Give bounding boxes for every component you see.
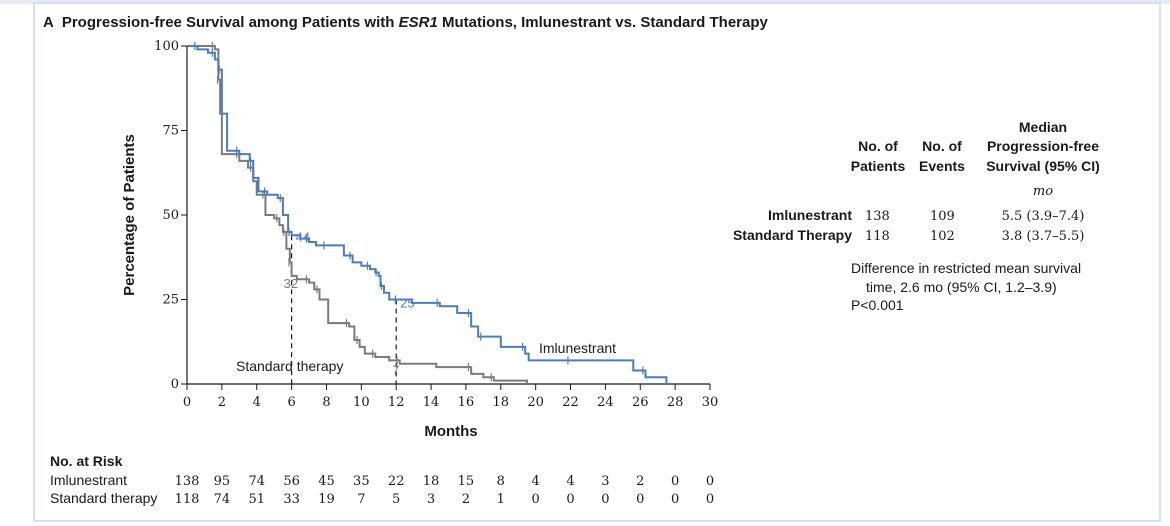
note-line-1: Difference in restricted mean survival bbox=[851, 260, 1081, 276]
note-line-3: P<0.001 bbox=[851, 297, 904, 313]
median-unit: mo bbox=[1033, 184, 1053, 199]
summary-events-imlunestrant: 109 bbox=[930, 209, 955, 224]
x-tick-label: 6 bbox=[287, 395, 295, 410]
y-tick-label: 100 bbox=[154, 39, 179, 54]
risk-count-standard: 0 bbox=[566, 492, 574, 507]
risk-count-standard: 3 bbox=[427, 492, 435, 507]
y-tick-label: 75 bbox=[162, 124, 179, 139]
x-tick-label: 30 bbox=[702, 395, 719, 410]
curve-label-standard: Standard therapy bbox=[236, 358, 343, 374]
risk-count-imlunestrant: 15 bbox=[458, 474, 475, 489]
risk-count-imlunestrant: 8 bbox=[497, 474, 505, 489]
header-events-line2: Events bbox=[919, 158, 965, 174]
risk-count-imlunestrant: 0 bbox=[671, 474, 679, 489]
summary-median-imlunestrant: 5.5 (3.9–7.4) bbox=[1002, 209, 1085, 224]
risk-count-standard: 0 bbox=[706, 492, 714, 507]
title-part-italic: ESR1 bbox=[399, 14, 438, 31]
title-part-2: Mutations, Imlunestrant vs. Standard The… bbox=[438, 14, 769, 31]
x-tick-label: 4 bbox=[253, 395, 261, 410]
summary-events-standard: 102 bbox=[930, 229, 955, 244]
landmark-label-imlunestrant: 44 bbox=[296, 229, 310, 244]
risk-count-standard: 0 bbox=[636, 492, 644, 507]
median-annotations: 44 25 32 7 bbox=[284, 229, 415, 377]
risk-count-standard: 118 bbox=[175, 492, 200, 507]
risk-count-imlunestrant: 2 bbox=[636, 474, 644, 489]
x-axis-title: Months bbox=[424, 423, 477, 440]
risk-count-imlunestrant: 74 bbox=[248, 474, 265, 489]
x-tick-label: 10 bbox=[353, 395, 370, 410]
summary-row-label-imlunestrant: Imlunestrant bbox=[768, 207, 852, 223]
risk-count-standard: 19 bbox=[318, 492, 335, 507]
x-tick-label: 26 bbox=[632, 395, 649, 410]
header-patients-line2: Patients bbox=[851, 158, 906, 174]
standard-therapy-curve bbox=[187, 45, 528, 384]
curve-label-imlunestrant: Imlunestrant bbox=[539, 340, 616, 356]
risk-count-standard: 0 bbox=[671, 492, 679, 507]
x-tick-label: 14 bbox=[423, 395, 440, 410]
panel-letter: A bbox=[43, 14, 54, 31]
risk-count-imlunestrant: 95 bbox=[214, 474, 231, 489]
risk-count-standard: 0 bbox=[601, 492, 609, 507]
summary-table: No. of Patients No. of Events Median Pro… bbox=[733, 119, 1100, 313]
landmark-label-imlunestrant: 25 bbox=[400, 296, 414, 311]
header-median-line2: Progression-free bbox=[987, 138, 1099, 154]
header-median-line3: Survival (95% CI) bbox=[986, 158, 1100, 174]
risk-count-standard: 2 bbox=[462, 492, 470, 507]
risk-row-label-imlunestrant: Imlunestrant bbox=[50, 472, 127, 488]
summary-median-standard: 3.8 (3.7–5.5) bbox=[1002, 229, 1085, 244]
x-tick-label: 0 bbox=[183, 395, 191, 410]
summary-patients-imlunestrant: 138 bbox=[865, 209, 890, 224]
summary-row-label-standard: Standard Therapy bbox=[733, 227, 852, 243]
risk-count-imlunestrant: 138 bbox=[175, 474, 200, 489]
note-line-2: time, 2.6 mo (95% CI, 1.2–3.9) bbox=[866, 279, 1057, 295]
x-tick-label: 2 bbox=[218, 395, 226, 410]
risk-count-imlunestrant: 56 bbox=[283, 474, 300, 489]
risk-row-label-standard: Standard therapy bbox=[50, 490, 157, 506]
x-tick-label: 24 bbox=[597, 395, 614, 410]
header-events-line1: No. of bbox=[922, 138, 962, 154]
risk-count-imlunestrant: 35 bbox=[353, 474, 370, 489]
risk-count-imlunestrant: 3 bbox=[601, 474, 609, 489]
y-tick-label: 0 bbox=[171, 377, 179, 392]
header-median-line1: Median bbox=[1019, 119, 1067, 135]
x-tick-label: 18 bbox=[493, 395, 510, 410]
x-tick-label: 22 bbox=[562, 395, 579, 410]
survival-curves bbox=[187, 42, 668, 384]
x-tick-label: 20 bbox=[527, 395, 544, 410]
figure-frame bbox=[33, 2, 1161, 522]
x-tick-label: 16 bbox=[458, 395, 475, 410]
x-tick-label: 8 bbox=[322, 395, 330, 410]
header-patients-line1: No. of bbox=[858, 138, 898, 154]
risk-count-standard: 0 bbox=[532, 492, 540, 507]
imlunestrant-curve bbox=[187, 45, 668, 384]
title-part-1: Progression-free Survival among Patients… bbox=[62, 14, 399, 31]
landmark-label-standard-therapy: 32 bbox=[284, 276, 298, 291]
x-tick-label: 28 bbox=[667, 395, 684, 410]
risk-count-standard: 74 bbox=[214, 492, 231, 507]
risk-count-imlunestrant: 4 bbox=[566, 474, 574, 489]
risk-count-imlunestrant: 22 bbox=[388, 474, 405, 489]
panel-title: A Progression-free Survival among Patient… bbox=[43, 14, 769, 31]
risk-count-imlunestrant: 45 bbox=[318, 474, 335, 489]
risk-count-imlunestrant: 4 bbox=[532, 474, 540, 489]
risk-table-title: No. at Risk bbox=[50, 453, 123, 469]
risk-count-standard: 51 bbox=[248, 492, 265, 507]
risk-count-standard: 1 bbox=[497, 492, 505, 507]
risk-count-standard: 33 bbox=[283, 492, 300, 507]
x-tick-label: 12 bbox=[388, 395, 405, 410]
y-tick-label: 25 bbox=[162, 293, 179, 308]
summary-patients-standard: 118 bbox=[865, 229, 890, 244]
landmark-label-standard-therapy: 7 bbox=[392, 362, 399, 377]
risk-table: No. at Risk Imlunestrant Standard therap… bbox=[50, 453, 714, 507]
y-axis-title: Percentage of Patients bbox=[121, 134, 138, 296]
risk-count-standard: 5 bbox=[392, 492, 400, 507]
risk-count-imlunestrant: 0 bbox=[706, 474, 714, 489]
risk-count-standard: 7 bbox=[357, 492, 365, 507]
risk-count-imlunestrant: 18 bbox=[423, 474, 440, 489]
y-tick-label: 50 bbox=[162, 208, 179, 223]
